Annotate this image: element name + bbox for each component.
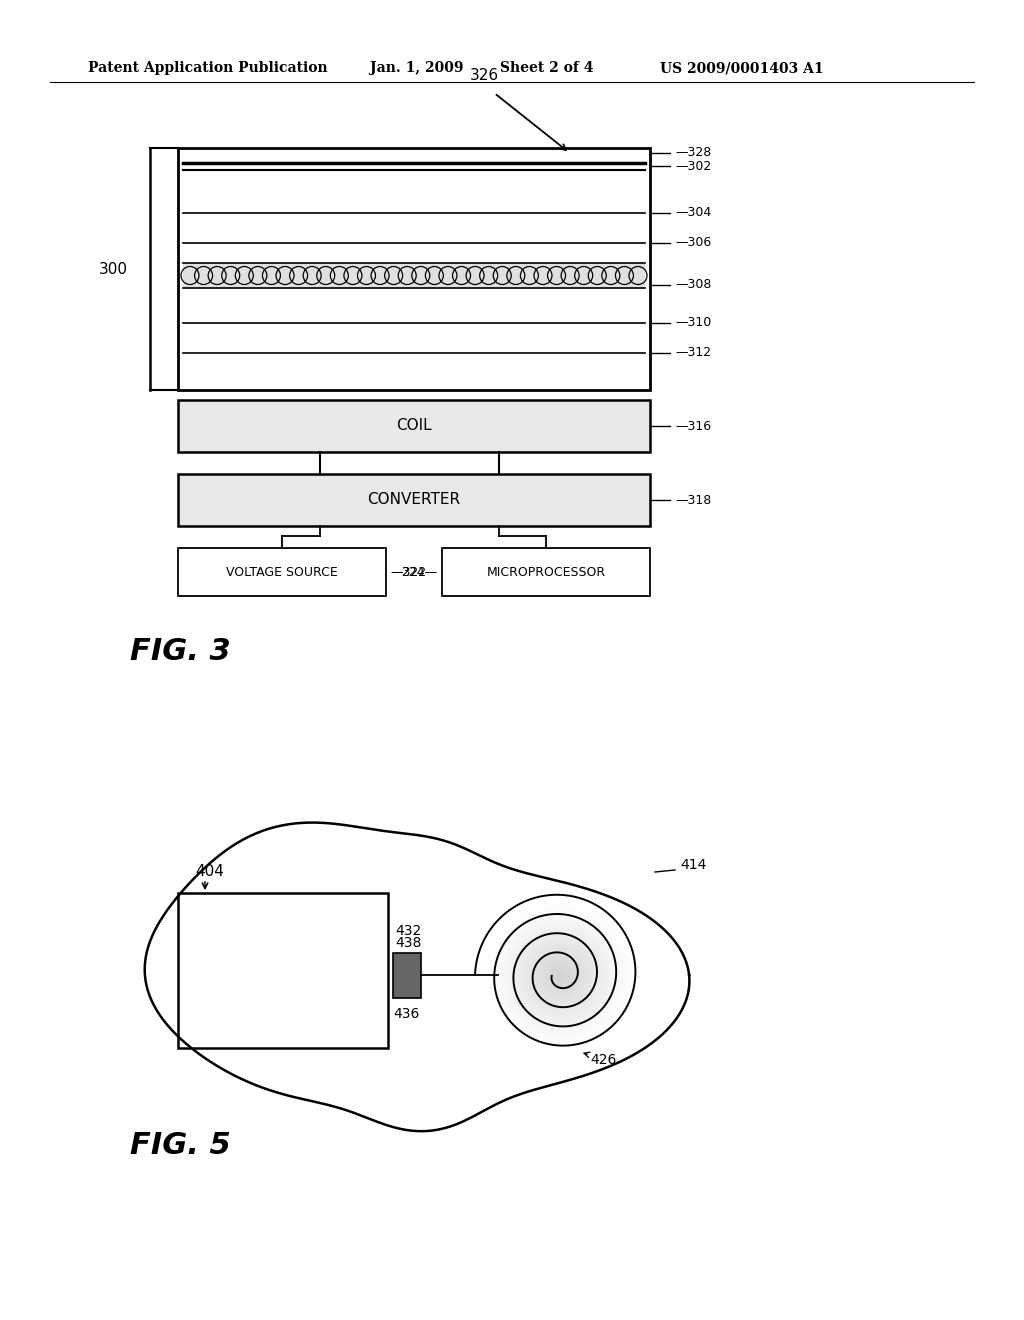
Circle shape	[539, 953, 582, 997]
Circle shape	[557, 972, 563, 978]
Circle shape	[542, 957, 579, 994]
Text: —310: —310	[675, 317, 712, 330]
Text: 326: 326	[470, 67, 499, 82]
Text: 414: 414	[680, 858, 707, 873]
Circle shape	[502, 917, 618, 1034]
Circle shape	[493, 908, 628, 1043]
Bar	[178, 548, 386, 597]
Circle shape	[511, 927, 609, 1024]
Text: —328: —328	[675, 147, 712, 160]
Circle shape	[483, 899, 637, 1052]
Circle shape	[499, 913, 622, 1036]
Circle shape	[520, 935, 600, 1015]
Circle shape	[526, 941, 594, 1008]
Text: MICROPROCESSOR: MICROPROCESSOR	[486, 565, 606, 578]
Bar	[178, 894, 388, 1048]
Bar	[183, 263, 645, 288]
Text: 224—: 224—	[401, 565, 437, 578]
Text: FIG. 3: FIG. 3	[130, 636, 230, 665]
Circle shape	[486, 902, 634, 1048]
Text: CONVERTER: CONVERTER	[368, 492, 461, 507]
Text: Patent Application Publication: Patent Application Publication	[88, 61, 328, 75]
Circle shape	[545, 960, 575, 990]
Text: 432: 432	[395, 924, 421, 939]
Circle shape	[532, 948, 588, 1003]
Text: —302: —302	[675, 160, 712, 173]
Text: VOLTAGE SOURCE: VOLTAGE SOURCE	[226, 565, 338, 578]
Circle shape	[517, 932, 603, 1018]
Text: Sheet 2 of 4: Sheet 2 of 4	[500, 61, 594, 75]
Text: —322: —322	[391, 565, 427, 578]
Bar	[393, 953, 421, 998]
Text: —316: —316	[675, 420, 711, 433]
Bar	[178, 474, 650, 525]
Text: Jan. 1, 2009: Jan. 1, 2009	[370, 61, 464, 75]
Bar	[178, 400, 650, 451]
Circle shape	[514, 929, 606, 1020]
Circle shape	[508, 923, 612, 1027]
Text: COIL: COIL	[396, 418, 432, 433]
Text: —306: —306	[675, 236, 712, 249]
Circle shape	[529, 944, 591, 1006]
Circle shape	[505, 920, 615, 1030]
Bar	[442, 548, 650, 597]
Text: US 2009/0001403 A1: US 2009/0001403 A1	[660, 61, 823, 75]
Text: 436: 436	[394, 1007, 420, 1020]
Text: FIG. 5: FIG. 5	[130, 1130, 230, 1159]
Circle shape	[496, 911, 625, 1039]
Circle shape	[548, 962, 572, 987]
Circle shape	[554, 969, 566, 981]
Circle shape	[489, 904, 631, 1045]
Text: 426: 426	[590, 1053, 616, 1067]
Text: —312: —312	[675, 346, 711, 359]
Circle shape	[523, 939, 597, 1011]
Text: 300: 300	[98, 261, 128, 276]
Text: —308: —308	[675, 279, 712, 292]
Text: 404: 404	[195, 863, 224, 879]
Circle shape	[551, 966, 569, 985]
Text: —318: —318	[675, 494, 712, 507]
Bar	[178, 148, 650, 389]
Circle shape	[536, 950, 585, 999]
Text: 438: 438	[395, 936, 421, 950]
Text: —304: —304	[675, 206, 712, 219]
